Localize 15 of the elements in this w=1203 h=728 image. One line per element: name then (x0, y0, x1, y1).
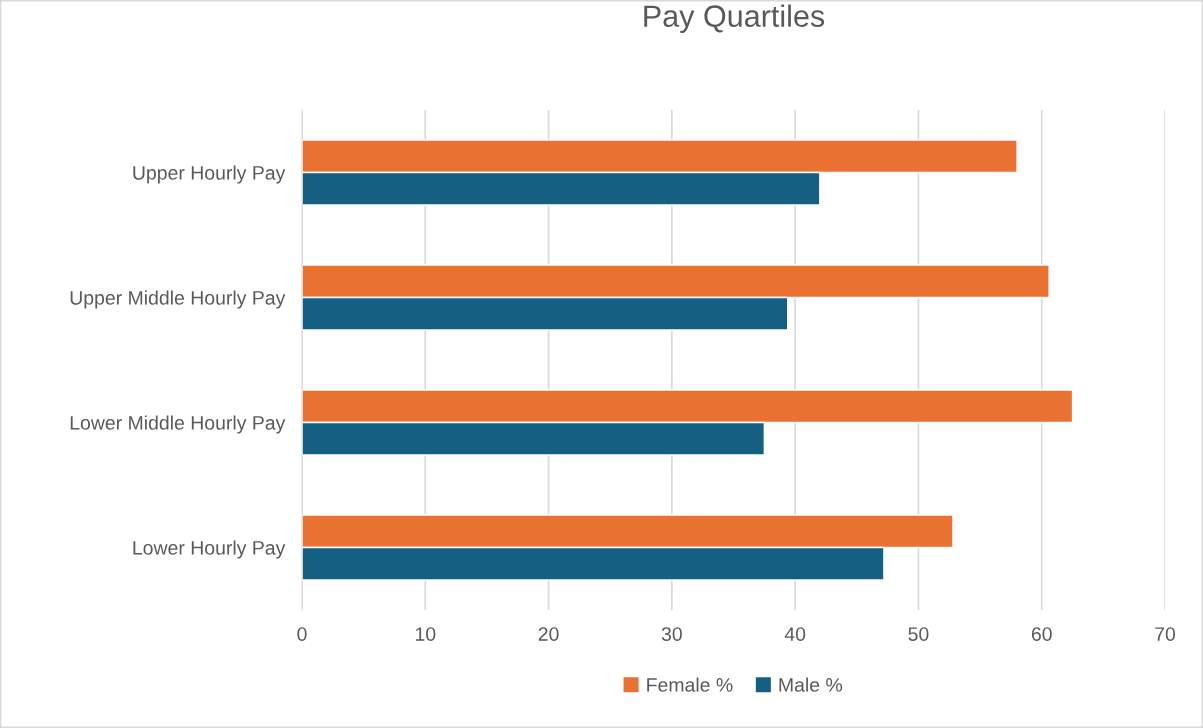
x-tick-label: 60 (1031, 627, 1052, 641)
x-tick-label: 70 (1155, 627, 1176, 641)
x-tick-label: 50 (908, 627, 929, 641)
legend-label: Female % (647, 677, 733, 692)
x-tick-label: 20 (538, 627, 559, 641)
x-tick-label: 10 (415, 627, 436, 641)
y-tick-label: Upper Hourly Pay (133, 165, 286, 184)
y-tick-label: Lower Hourly Pay (133, 540, 286, 559)
x-tick-label: 30 (661, 627, 682, 641)
y-tick-label: Lower Middle Hourly Pay (70, 415, 286, 434)
legend-label: Male % (779, 677, 843, 692)
y-tick-label: Upper Middle Hourly Pay (70, 290, 286, 309)
chart-title: Pay Quartiles (644, 4, 825, 34)
x-tick-label: 40 (784, 627, 806, 641)
x-tick-label: 0 (297, 627, 307, 641)
